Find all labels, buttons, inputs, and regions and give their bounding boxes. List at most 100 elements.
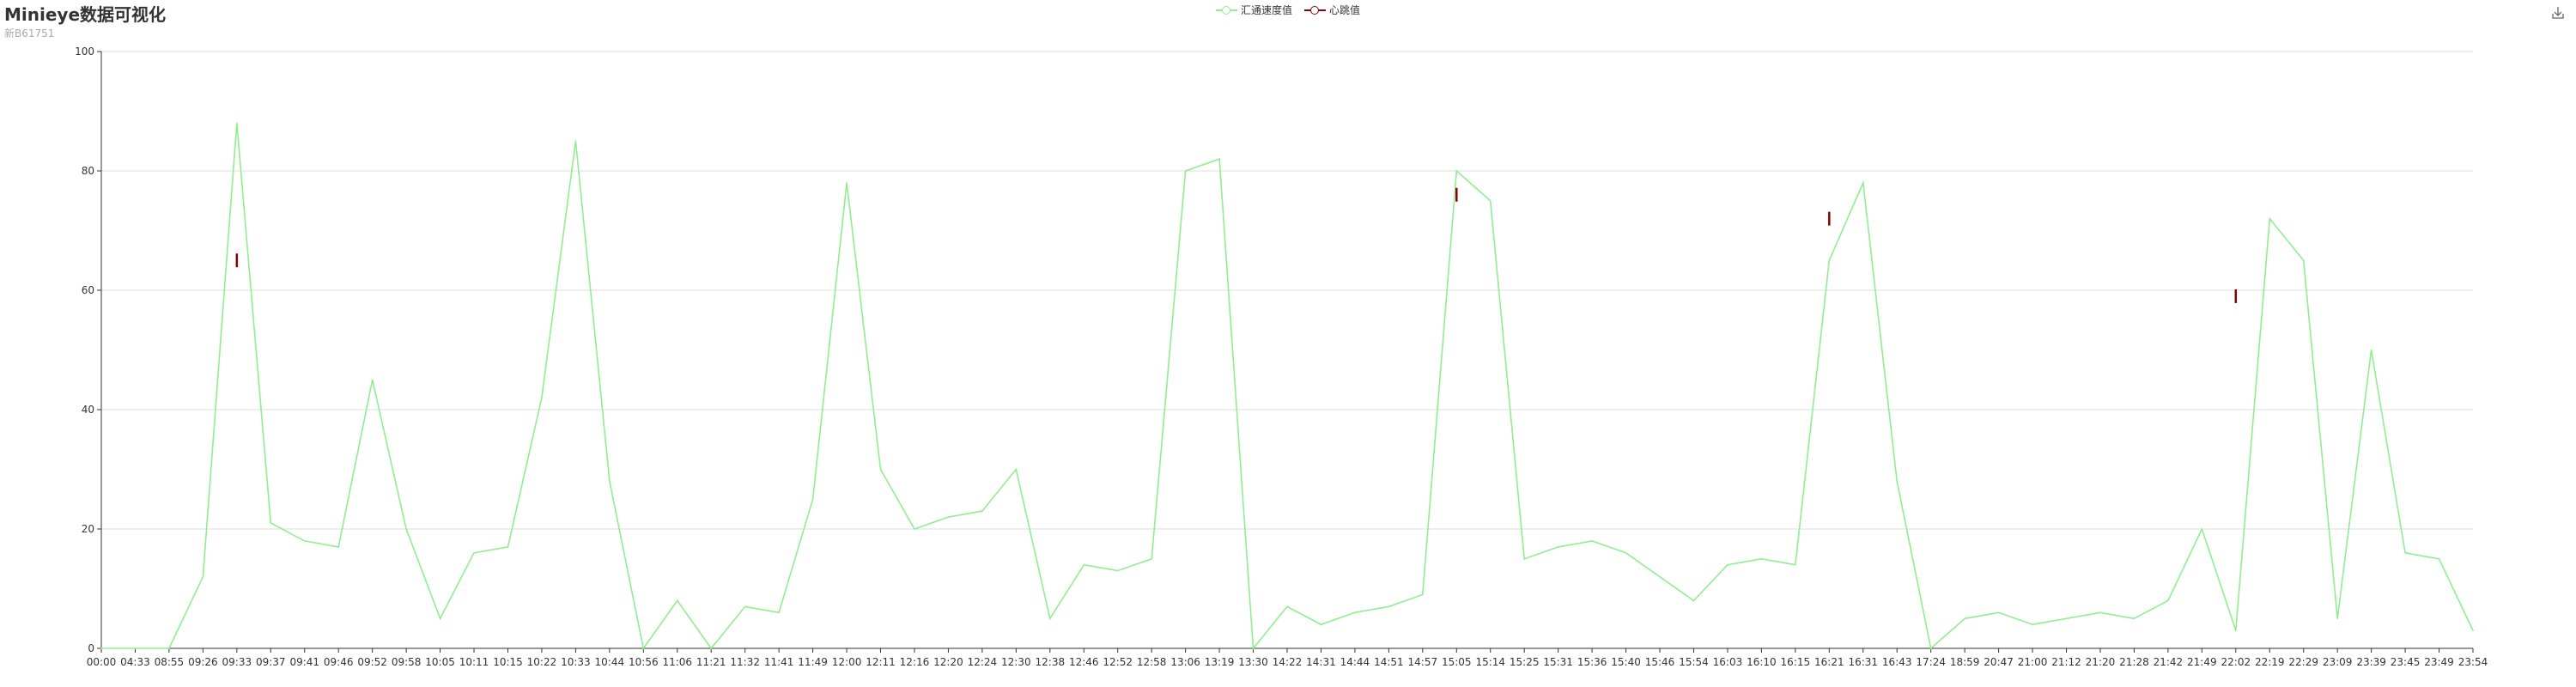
speed-point [947,516,950,518]
speed-point [1049,617,1051,620]
speed-point [2472,629,2474,631]
x-tick-label: 10:44 [595,656,625,668]
speed-point [642,647,645,649]
speed-point [981,510,983,512]
x-tick-label: 23:49 [2424,656,2454,668]
x-tick-label: 18:59 [1950,656,1980,668]
speed-point [1489,199,1492,202]
speed-point [914,528,915,530]
x-tick-label: 14:44 [1340,656,1370,668]
speed-point [1625,552,1627,554]
chart-subtitle: 新B61751 [4,27,55,40]
x-tick-label: 21:49 [2187,656,2217,668]
speed-point [1320,623,1322,625]
speed-point [1184,170,1187,172]
x-tick-label: 10:05 [425,656,455,668]
x-tick-label: 12:20 [933,656,963,668]
speed-point [1828,259,1831,262]
speed-point [473,552,475,554]
speed-point [2099,611,2101,614]
legend-line-icon [1215,4,1237,16]
speed-point [1388,605,1390,608]
legend-label-heartbeat: 心跳值 [1329,4,1361,16]
speed-point [168,647,170,649]
speed-point [609,480,611,483]
speed-point [270,522,272,524]
speed-point [1083,563,1085,566]
x-tick-label: 16:43 [1882,656,1912,668]
x-tick-label: 09:58 [392,656,422,668]
speed-point [1015,468,1018,471]
speed-point [1354,611,1356,614]
speed-point [2133,617,2136,620]
x-tick-label: 21:00 [2018,656,2048,668]
legend-item-heartbeat[interactable]: 心跳值 [1304,3,1360,17]
x-tick-label: 16:31 [1848,656,1878,668]
speed-point [337,546,340,548]
x-tick-label: 14:51 [1374,656,1404,668]
speed-point [2336,617,2338,620]
x-tick-label: 00:00 [87,656,117,668]
speed-point [1795,563,1796,566]
x-tick-label: 23:54 [2458,656,2488,668]
x-tick-label: 12:52 [1103,656,1133,668]
speed-point [710,647,713,649]
x-tick-label: 21:42 [2154,656,2184,668]
x-tick-label: 13:06 [1170,656,1200,668]
x-tick-label: 15:40 [1611,656,1641,668]
x-tick-label: 13:19 [1205,656,1235,668]
x-tick-label: 23:09 [2323,656,2353,668]
x-tick-label: 15:36 [1577,656,1607,668]
speed-point [676,599,678,602]
y-tick-label: 40 [82,404,94,416]
legend-line-icon [1304,4,1326,16]
y-tick-label: 0 [88,642,94,654]
x-tick-label: 15:31 [1543,656,1573,668]
x-tick-label: 11:21 [696,656,726,668]
speed-point [1218,158,1220,160]
speed-point [2167,599,2169,602]
speed-point [744,605,746,608]
x-tick-label: 15:25 [1510,656,1540,668]
speed-point [1727,563,1728,566]
x-tick-label: 21:12 [2051,656,2081,668]
legend-item-speed[interactable]: 汇通速度值 [1215,3,1292,17]
x-tick-label: 12:00 [832,656,862,668]
y-tick-label: 100 [75,46,94,58]
x-tick-label: 23:39 [2356,656,2386,668]
speed-point [1964,617,1965,620]
x-tick-label: 10:11 [459,656,489,668]
download-icon[interactable] [2550,5,2566,21]
speed-point [2065,617,2068,620]
y-tick-label: 60 [82,284,94,296]
x-tick-label: 09:33 [222,656,252,668]
speed-point [541,397,543,398]
speed-point [846,182,848,184]
x-tick-label: 15:54 [1679,656,1709,668]
x-tick-label: 23:45 [2391,656,2421,668]
x-tick-label: 14:31 [1306,656,1336,668]
x-tick-label: 09:37 [256,656,286,668]
x-tick-label: 22:02 [2221,656,2251,668]
chart-title: Minieye数据可视化 [4,4,167,25]
x-tick-label: 20:47 [1984,656,2014,668]
x-tick-label: 16:21 [1814,656,1844,668]
x-tick-label: 09:52 [357,656,387,668]
x-tick-label: 21:20 [2086,656,2116,668]
speed-point [574,140,577,143]
speed-point [1523,557,1525,560]
speed-point [1862,182,1864,184]
x-tick-label: 12:46 [1069,656,1099,668]
speed-point [2438,557,2440,560]
speed-point [1455,170,1458,172]
x-tick-label: 09:46 [324,656,354,668]
speed-point [1116,569,1119,572]
speed-point [1692,599,1695,602]
x-tick-label: 14:22 [1273,656,1303,668]
x-tick-label: 11:32 [730,656,760,668]
speed-point [1286,605,1288,608]
x-tick-label: 17:24 [1916,656,1946,668]
speed-point [371,379,374,381]
x-tick-label: 15:46 [1645,656,1675,668]
